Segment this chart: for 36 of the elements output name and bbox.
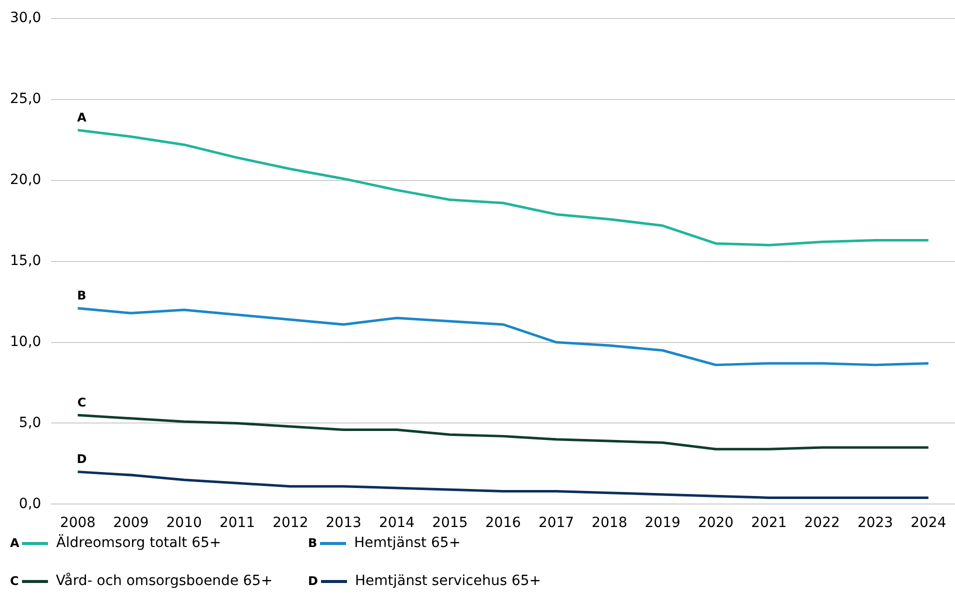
- x-tick-label: 2021: [751, 515, 787, 532]
- y-tick-label: 20,0: [10, 172, 42, 188]
- x-tick-label: 2022: [804, 515, 840, 532]
- x-tick-label: 2020: [698, 515, 734, 532]
- x-tick-label: 2011: [219, 515, 256, 532]
- x-tick-label: 2014: [378, 515, 415, 532]
- x-tick-label: 2016: [485, 515, 521, 532]
- x-tick-label: 2015: [432, 515, 468, 532]
- y-tick-label: 15,0: [10, 252, 42, 269]
- x-tick-label: 2018: [592, 515, 628, 532]
- text: C: [10, 574, 19, 588]
- y-tick-label: 10,0: [10, 334, 42, 350]
- text: B: [308, 536, 318, 550]
- x-tick-label: 2012: [272, 515, 308, 532]
- x-tick-label: 2013: [326, 515, 362, 532]
- annotation: A: [77, 110, 88, 124]
- y-tick-label: 30,0: [10, 10, 42, 26]
- x-tick-label: 2017: [538, 515, 574, 532]
- y-tick-label: 25,0: [10, 91, 42, 108]
- legend-label: Hemtjänst 65+: [354, 535, 461, 551]
- legend-label: Vård- och omsorgsboende 65+: [56, 573, 273, 589]
- x-tick-label: 2023: [857, 515, 894, 532]
- legend-label: Hemtjänst servicehus 65+: [354, 573, 541, 589]
- x-tick-label: 2008: [60, 515, 96, 532]
- y-tick-label: 0,0: [18, 496, 42, 512]
- x-tick-label: 2009: [113, 515, 149, 532]
- y-tick-label: 5,0: [18, 414, 42, 431]
- legend-label: Äldreomsorg totalt 65+: [56, 535, 222, 551]
- annotation: B: [77, 288, 86, 302]
- annotation: D: [76, 452, 87, 466]
- x-tick-label: 2010: [166, 515, 202, 532]
- x-tick-label: 2024: [910, 515, 946, 532]
- x-tick-label: 2019: [644, 515, 680, 532]
- text: D: [308, 574, 318, 588]
- text: A: [10, 536, 20, 550]
- annotation: C: [77, 395, 86, 410]
